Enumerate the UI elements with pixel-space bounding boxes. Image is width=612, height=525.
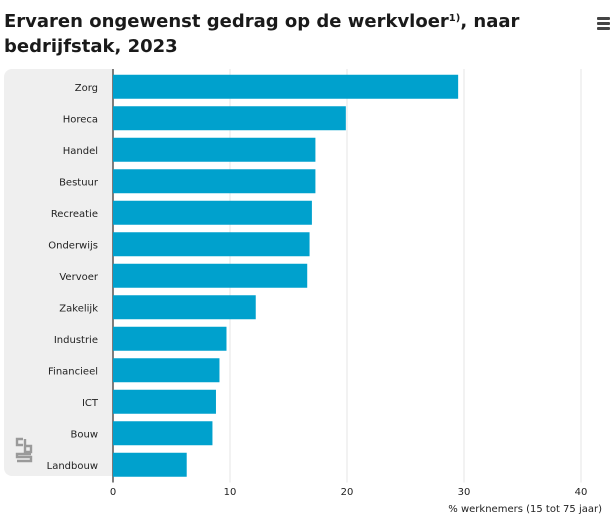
bar[interactable] <box>113 389 216 414</box>
x-tick-label: 10 <box>224 487 237 498</box>
category-label: Vervoer <box>59 272 99 283</box>
category-label: Handel <box>63 146 98 157</box>
category-label: ICT <box>82 398 99 409</box>
x-tick-label: 40 <box>575 487 588 498</box>
category-label: Industrie <box>54 335 98 346</box>
bar[interactable] <box>113 232 310 257</box>
x-axis-label: % werknemers (15 tot 75 jaar) <box>448 504 602 515</box>
bar[interactable] <box>113 200 312 225</box>
bar[interactable] <box>113 169 316 194</box>
bar[interactable] <box>113 421 213 446</box>
category-label: Financieel <box>48 366 98 377</box>
category-label: Onderwijs <box>48 240 98 251</box>
bar[interactable] <box>113 74 459 99</box>
category-label: Horeca <box>63 114 98 125</box>
bar[interactable] <box>113 137 316 162</box>
category-label: Zakelijk <box>59 303 98 314</box>
cbs-logo-icon <box>15 437 33 463</box>
bar[interactable] <box>113 326 227 351</box>
bar[interactable] <box>113 106 346 131</box>
bar[interactable] <box>113 295 256 320</box>
category-label: Bestuur <box>59 177 99 188</box>
category-label: Bouw <box>71 429 99 440</box>
category-label: Recreatie <box>51 209 98 220</box>
chart-title: Ervaren ongewenst gedrag op de werkvloer… <box>4 11 520 57</box>
x-tick-label: 20 <box>341 487 354 498</box>
category-label: Landbouw <box>47 461 98 472</box>
x-tick-label: 30 <box>458 487 471 498</box>
category-label-panel <box>4 69 113 476</box>
bar[interactable] <box>113 263 308 288</box>
x-tick-label: 0 <box>110 487 116 498</box>
hamburger-menu-icon[interactable] <box>597 17 610 30</box>
category-label: Zorg <box>75 83 98 94</box>
bar[interactable] <box>113 358 220 383</box>
bar[interactable] <box>113 452 187 477</box>
